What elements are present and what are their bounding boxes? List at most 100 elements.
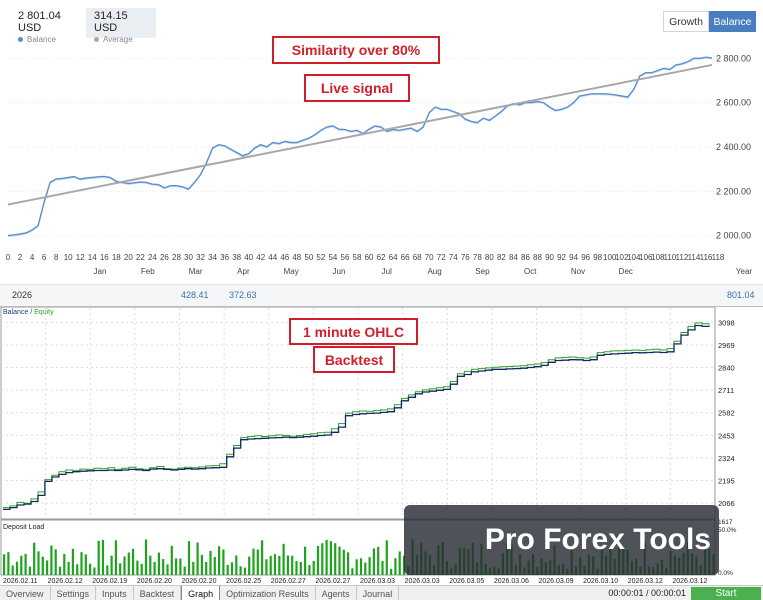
- tab-settings[interactable]: Settings: [51, 586, 97, 600]
- x-tick-label: 66: [401, 253, 410, 262]
- signal-chart: 2 000.00 2 200.00 2 400.00 2 600.00 2 800.00…: [6, 53, 753, 276]
- x-tick-label: 100: [603, 253, 617, 262]
- backtest-legend: Balance / Equity: [3, 309, 54, 316]
- deposit-load-bar: [226, 564, 229, 575]
- average-trend-line: [7, 63, 713, 206]
- tab-overview[interactable]: Overview: [0, 586, 51, 600]
- deposit-load-bar: [265, 559, 268, 575]
- year-summary-row: 2026 428.41 372.63 801.04: [0, 284, 763, 306]
- deposit-load-bar: [239, 566, 242, 575]
- elapsed-timer: 00:00:01 / 00:00:01: [608, 588, 686, 598]
- legend-separator: /: [28, 309, 35, 316]
- deposit-load-bar: [67, 561, 70, 575]
- deposit-load-bar: [33, 542, 36, 575]
- x-tick-label: 38: [232, 253, 241, 262]
- x-tick-label: 70: [425, 253, 434, 262]
- deposit-load-bar: [15, 561, 19, 575]
- date-tick-label: 2026.02.19: [92, 578, 127, 585]
- x-tick-label: 54: [328, 253, 337, 262]
- tab-backtest[interactable]: Backtest: [134, 586, 182, 600]
- deposit-load-bar: [3, 554, 6, 575]
- tab-graph[interactable]: Graph: [181, 586, 221, 600]
- x-tick-label: 98: [593, 253, 602, 262]
- deposit-load-bar: [157, 552, 160, 575]
- deposit-load-bar: [144, 539, 148, 575]
- deposit-load-bar: [243, 567, 246, 575]
- x-tick-label: 80: [485, 253, 494, 262]
- month-label: May: [284, 267, 299, 276]
- deposit-load-bar: [308, 565, 311, 575]
- deposit-load-bar: [183, 566, 186, 575]
- tab-inputs[interactable]: Inputs: [96, 586, 134, 600]
- backtest-panel: 3098 2969 2840 2711 2582 2453 2324 2195 2066 1617…: [0, 306, 763, 600]
- date-tick-label: 2026.02.11: [3, 578, 38, 585]
- x-tick-label: 90: [545, 253, 554, 262]
- x-tick-label: 4: [30, 253, 35, 262]
- deposit-load-bar: [71, 548, 74, 575]
- x-tick-label: 106: [639, 253, 653, 262]
- date-tick-label: 2026.03.09: [539, 578, 574, 585]
- growth-button[interactable]: Growth: [663, 11, 709, 32]
- balance-mode-button[interactable]: Balance: [709, 11, 756, 32]
- deposit-load-bar: [252, 548, 255, 575]
- deposit-load-bar: [398, 551, 401, 575]
- deposit-load-bar: [179, 558, 182, 575]
- tab-optimization-results[interactable]: Optimization Results: [220, 586, 316, 600]
- balance-label: Balance: [27, 35, 56, 44]
- x-tick-label: 24: [148, 253, 157, 262]
- deposit-load-bar: [218, 546, 221, 575]
- deposit-load-bar: [209, 550, 212, 575]
- y-tick-label: 2969: [718, 341, 735, 350]
- deposit-load-bar: [153, 562, 156, 575]
- x-tick-label: 116: [700, 253, 713, 262]
- deposit-load-bar: [312, 560, 315, 575]
- balance-series-line: [7, 56, 713, 237]
- deposit-load-bar: [20, 555, 23, 575]
- deposit-load-bar: [166, 564, 169, 575]
- deposit-load-bar: [338, 546, 341, 575]
- equity-series-line: [3, 322, 710, 509]
- legend-equity: Equity: [34, 309, 54, 316]
- deposit-load-bar: [291, 555, 294, 575]
- x-tick-label: 10: [64, 253, 73, 262]
- x-tick-label: 82: [497, 253, 506, 262]
- year-value-1: 428.41: [181, 290, 209, 300]
- date-tick-label: 2026.02.25: [226, 578, 261, 585]
- deposit-load-bar: [127, 552, 130, 575]
- deposit-load-bar: [101, 539, 105, 575]
- deposit-load-bar: [110, 555, 113, 575]
- start-button[interactable]: Start: [691, 587, 761, 600]
- load-tick-0: 0.0%: [718, 570, 733, 577]
- month-label: Aug: [427, 267, 441, 276]
- deposit-load-bar: [63, 554, 66, 575]
- deposit-load-bar: [84, 554, 87, 575]
- deposit-load-bar: [76, 564, 79, 575]
- deposit-load-bar: [256, 549, 259, 575]
- deposit-load-bar: [205, 561, 208, 575]
- x-tick-label: 2: [18, 253, 23, 262]
- date-tick-label: 2026.03.10: [583, 578, 618, 585]
- deposit-load-bar: [93, 567, 96, 575]
- backtest-callout: Backtest: [313, 346, 395, 373]
- deposit-load-bar: [89, 563, 92, 575]
- deposit-load-bar: [235, 555, 238, 575]
- x-tick-label: 96: [581, 253, 590, 262]
- date-tick-label: 2026.03.06: [494, 578, 529, 585]
- ohlc-callout: 1 minute OHLC: [289, 318, 418, 345]
- x-tick-label: 64: [389, 253, 398, 262]
- month-label: Sep: [475, 267, 490, 276]
- y-tick-label: 2 600.00: [716, 98, 751, 108]
- tab-journal[interactable]: Journal: [357, 586, 400, 600]
- y-tick-label: 2 400.00: [716, 142, 751, 152]
- balance-line-shadow: [7, 57, 713, 238]
- deposit-load-bar: [24, 553, 27, 575]
- deposit-load-bar: [192, 561, 195, 575]
- balance-dot-icon: [18, 37, 23, 42]
- x-tick-label: 8: [54, 253, 59, 262]
- balance-stat: 2 801.04 USD Balance: [10, 8, 82, 44]
- deposit-load-bar: [106, 565, 109, 575]
- x-tick-label: 112: [676, 253, 689, 262]
- deposit-load-label: Deposit Load: [3, 524, 45, 531]
- tab-agents[interactable]: Agents: [316, 586, 357, 600]
- tester-tab-bar: Overview Settings Inputs Backtest Graph …: [0, 585, 763, 600]
